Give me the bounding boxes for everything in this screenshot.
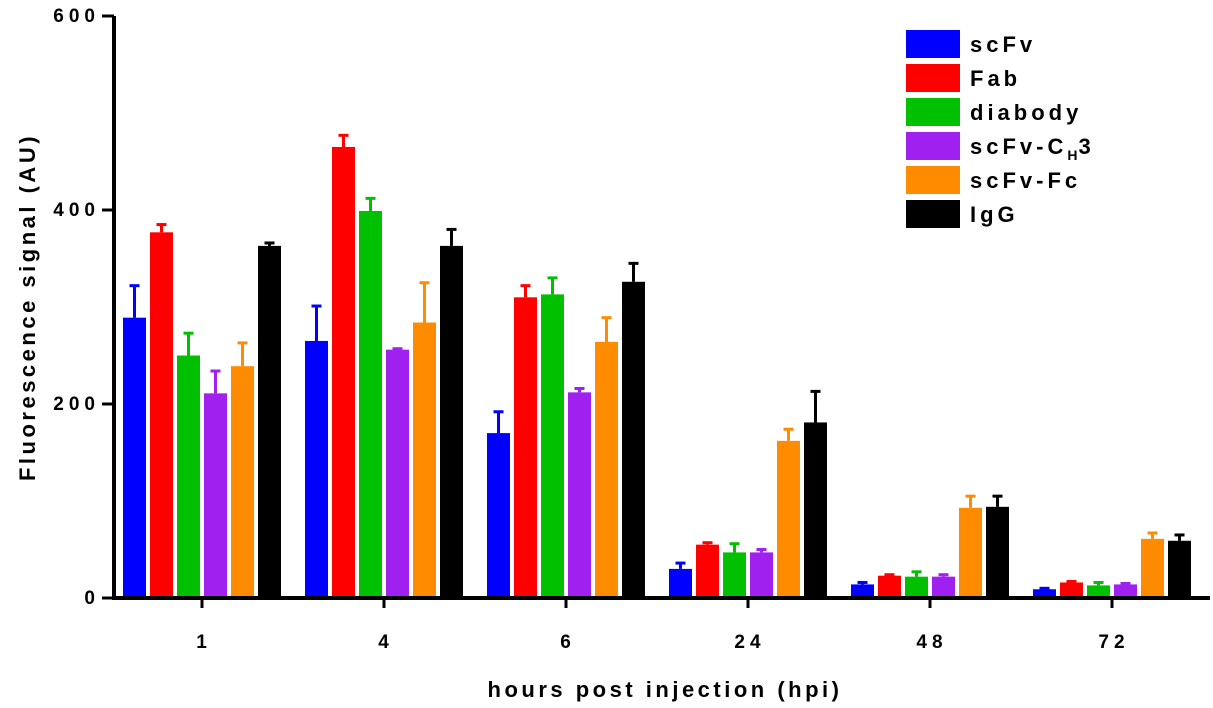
bar-scfv-fc-72 — [1141, 538, 1164, 598]
bar-fab-48 — [878, 575, 901, 598]
bar-scfv-fc-1 — [231, 366, 254, 598]
bar-fab-6 — [514, 297, 537, 598]
x-axis-label: hours post injection (hpi) — [488, 677, 843, 702]
legend-label: scFv — [970, 32, 1036, 57]
bar-scfv-c-72 — [1114, 584, 1137, 598]
y-tick-labels: 0 200 400 600 — [53, 6, 114, 609]
bar-scfv-72 — [1033, 589, 1056, 598]
bars-layer — [123, 133, 1191, 598]
legend: scFv Fab diabody scFv-CH3 scFv-Fc IgG — [906, 30, 1095, 228]
bar-diabody-4 — [359, 210, 382, 598]
legend-swatch-fab — [906, 64, 960, 92]
bar-scfv-48 — [851, 584, 874, 598]
x-tick-label-6: 6 — [560, 632, 576, 653]
legend-swatch-igg — [906, 200, 960, 228]
legend-label: scFv-CH3 — [970, 134, 1095, 163]
x-tick-label-4: 4 — [378, 632, 394, 653]
legend-swatch-scfv — [906, 30, 960, 58]
x-tick-label-72: 72 — [1098, 632, 1129, 653]
x-tick-labels: 1 4 6 24 48 72 — [196, 598, 1129, 653]
bar-fab-72 — [1060, 582, 1083, 598]
y-axis-label: Fluorescence signal (AU) — [15, 133, 40, 481]
legend-swatch-scfv-c — [906, 132, 960, 160]
bar-scfv-c-6 — [568, 392, 591, 598]
y-tick-label: 0 — [84, 588, 100, 609]
bar-scfv-fc-4 — [413, 322, 436, 598]
y-tick-label: 200 — [53, 394, 100, 415]
bar-scfv-c-1 — [204, 393, 227, 598]
bar-scfv-24 — [669, 568, 692, 598]
bar-scfv-c-4 — [386, 349, 409, 598]
bar-scfv-c-48 — [932, 576, 955, 598]
bar-igg-1 — [258, 245, 281, 598]
bar-igg-72 — [1168, 540, 1191, 598]
y-tick-label: 400 — [53, 200, 100, 221]
x-tick-label-48: 48 — [916, 632, 947, 653]
bar-scfv-1 — [123, 317, 146, 598]
legend-swatch-scfv-fc — [906, 166, 960, 194]
x-tick-label-1: 1 — [196, 632, 212, 653]
bar-scfv-4 — [305, 340, 328, 598]
bar-scfv-fc-6 — [595, 341, 618, 598]
bar-fab-4 — [332, 146, 355, 598]
bar-diabody-72 — [1087, 585, 1110, 598]
bar-diabody-6 — [541, 294, 564, 598]
axes-layer — [112, 16, 1210, 600]
legend-label: IgG — [970, 202, 1019, 227]
bar-igg-4 — [440, 245, 463, 598]
y-tick-label: 600 — [53, 6, 100, 27]
bar-igg-48 — [986, 506, 1009, 598]
x-tick-label-24: 24 — [734, 632, 765, 653]
bar-scfv-c-24 — [750, 552, 773, 598]
bar-igg-24 — [804, 422, 827, 598]
bar-diabody-48 — [905, 576, 928, 598]
bar-fab-1 — [150, 232, 173, 598]
bar-scfv-6 — [487, 433, 510, 598]
legend-label: diabody — [970, 100, 1082, 125]
bar-diabody-24 — [723, 552, 746, 598]
bar-fab-24 — [696, 544, 719, 598]
bar-igg-6 — [622, 281, 645, 598]
legend-label: scFv-Fc — [970, 168, 1081, 193]
bar-diabody-1 — [177, 355, 200, 598]
bar-scfv-fc-48 — [959, 507, 982, 598]
bar-scfv-fc-24 — [777, 440, 800, 598]
legend-swatch-diabody — [906, 98, 960, 126]
legend-label: Fab — [970, 66, 1021, 91]
